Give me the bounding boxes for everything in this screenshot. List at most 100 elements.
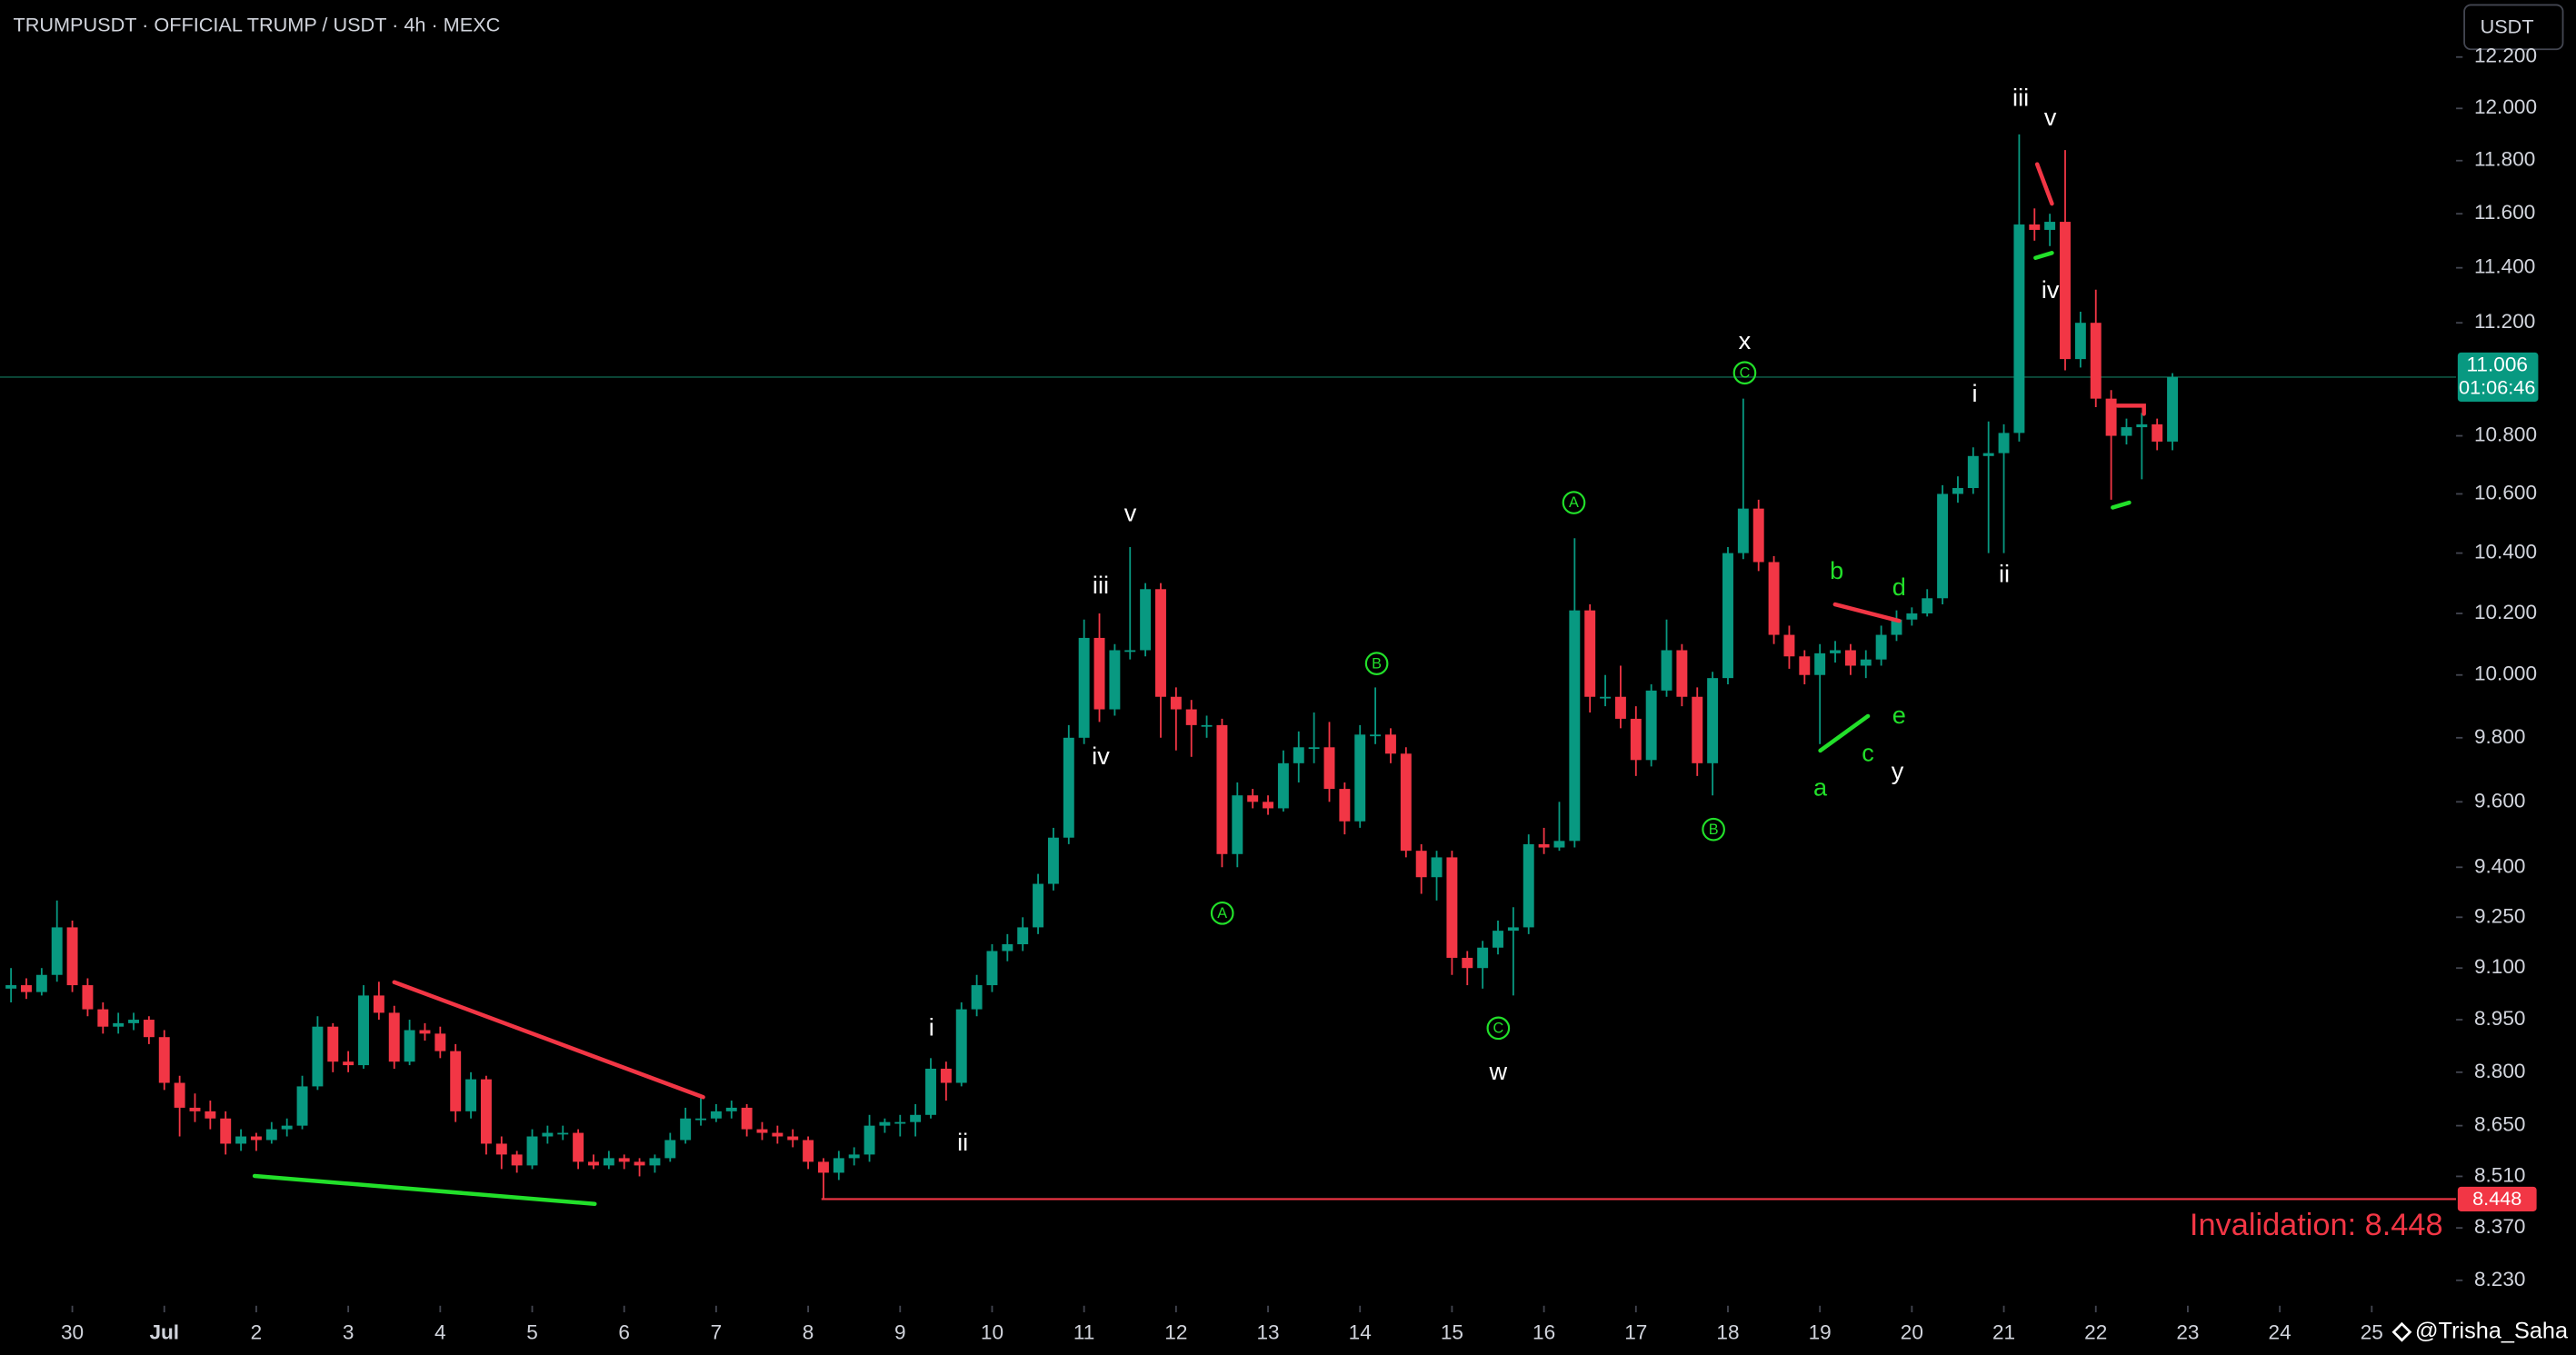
candle-body	[220, 1118, 232, 1144]
candle-body	[2060, 222, 2071, 360]
wave-label: d	[1892, 573, 1906, 601]
candle-body	[2152, 423, 2163, 442]
candle-body	[450, 1051, 462, 1111]
candle-body	[1185, 709, 1197, 725]
x-tick-label: 14	[1349, 1320, 1372, 1343]
candle-body	[1002, 944, 1013, 951]
candle-body	[833, 1158, 844, 1173]
currency-label[interactable]: USDT	[2481, 15, 2534, 37]
candle-body	[803, 1140, 814, 1162]
watermark-text: @Trisha_Saha	[2415, 1318, 2569, 1343]
wave-label: i	[929, 1012, 934, 1041]
x-tick-label: 20	[1901, 1320, 1923, 1343]
wave-label: c	[1862, 739, 1874, 767]
candle-body	[1446, 857, 1458, 958]
candle-body	[1493, 931, 1503, 948]
candle-body	[1906, 613, 1918, 620]
candle-body	[1661, 650, 1672, 691]
wave-circle	[1702, 817, 1725, 842]
y-tick-label: 8.510	[2474, 1163, 2526, 1186]
x-tick-label: 8	[803, 1320, 814, 1343]
candle-body	[1768, 562, 1780, 635]
candle-body	[1216, 724, 1228, 854]
trendline	[2033, 251, 2054, 261]
watermark: @Trisha_Saha	[2391, 1318, 2569, 1343]
trendline	[2111, 500, 2132, 510]
wave-label: iii	[2012, 83, 2029, 111]
wave-label: v	[2044, 103, 2057, 131]
candle-body	[327, 1026, 339, 1062]
candle-body	[1707, 678, 1719, 763]
y-tick-label: 10.400	[2474, 541, 2537, 563]
candle-body	[1891, 619, 1902, 635]
currency-button[interactable]	[2463, 4, 2564, 51]
trendline	[2034, 162, 2054, 206]
x-tick-label: 30	[61, 1320, 84, 1343]
candle-body	[603, 1158, 614, 1166]
candle-body	[1538, 843, 1550, 848]
candle-body	[925, 1068, 936, 1115]
trendline	[1818, 713, 1871, 753]
candle-body	[1967, 455, 1979, 489]
candle-body	[573, 1132, 584, 1162]
candle-body	[1339, 789, 1351, 822]
candle-body	[1569, 610, 1581, 842]
x-tick-label: 13	[1256, 1320, 1279, 1343]
y-tick-label: 11.200	[2474, 310, 2535, 333]
candle-body	[312, 1026, 324, 1087]
candle-body	[1523, 843, 1534, 928]
x-tick-label: 21	[1992, 1320, 2015, 1343]
candle-body	[971, 985, 983, 1010]
wave-label: x	[1739, 326, 1752, 354]
last-price-box	[2457, 352, 2539, 403]
candle-body	[1155, 589, 1166, 697]
x-tick-label: 6	[618, 1320, 630, 1343]
y-tick-label: 8.800	[2474, 1060, 2526, 1082]
candle-body	[2121, 427, 2132, 436]
candle-body	[1952, 488, 1963, 494]
x-tick-label: 25	[2361, 1320, 2383, 1343]
x-tick-label: 2	[251, 1320, 263, 1343]
candle-body	[680, 1118, 692, 1141]
trendline	[1832, 602, 1902, 623]
candle-body	[986, 951, 998, 986]
candle-body	[373, 995, 384, 1013]
candle-body	[1814, 653, 1826, 675]
x-tick-label: 22	[2084, 1320, 2107, 1343]
x-tick-label: 7	[711, 1320, 723, 1343]
candle-body	[419, 1030, 431, 1034]
candle-body	[296, 1086, 308, 1126]
candle-body	[1247, 795, 1259, 802]
candle-body	[634, 1161, 645, 1166]
x-tick-label: 18	[1716, 1320, 1739, 1343]
wave-label: i	[1972, 379, 1977, 407]
level-label: 8.448	[2472, 1187, 2521, 1210]
candle-body	[1354, 734, 1366, 822]
last-price-label: 11.006	[2467, 353, 2528, 375]
candle-body	[725, 1107, 737, 1111]
y-tick-label: 8.230	[2474, 1268, 2526, 1290]
wave-label: iv	[1092, 742, 1110, 770]
candle-body	[66, 927, 78, 986]
candle-body	[1462, 957, 1473, 969]
trendline	[252, 1173, 597, 1206]
y-tick-label: 10.200	[2474, 601, 2537, 623]
candle-body	[1109, 650, 1121, 710]
wave-label: B	[1372, 655, 1382, 672]
candle-body	[82, 985, 94, 1010]
candle-body	[1431, 857, 1443, 878]
candle-body	[404, 1030, 415, 1062]
x-tick-label: 12	[1164, 1320, 1187, 1343]
y-tick-label: 10.800	[2474, 423, 2537, 446]
wave-label: C	[1740, 364, 1751, 381]
candle-body	[250, 1136, 262, 1141]
wave-circle	[1562, 491, 1586, 514]
wave-label: a	[1813, 773, 1828, 802]
y-tick-label: 9.400	[2474, 854, 2526, 877]
candle-body	[2013, 224, 2025, 433]
candle-body	[894, 1121, 906, 1124]
candle-body	[542, 1132, 554, 1137]
candle-body	[1263, 802, 1273, 809]
y-tick-label: 8.650	[2474, 1113, 2526, 1136]
wave-circle	[1486, 1016, 1511, 1041]
